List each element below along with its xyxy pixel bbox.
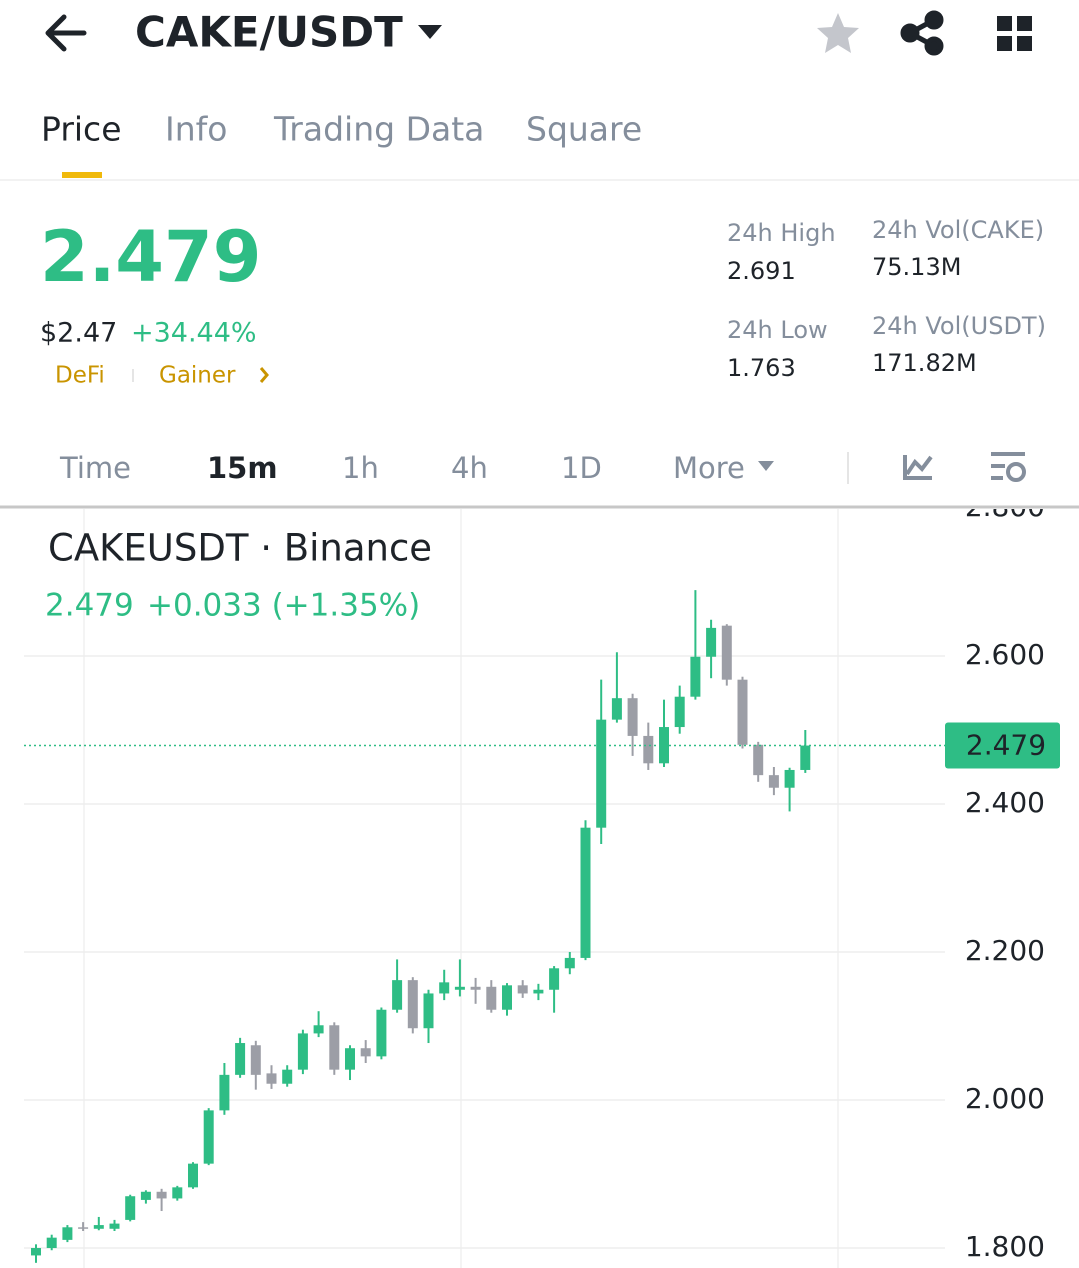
candle-body bbox=[46, 1237, 57, 1249]
candle-body bbox=[376, 1009, 387, 1057]
stat-value: 2.691 bbox=[727, 257, 796, 285]
indicator-button[interactable] bbox=[903, 455, 933, 480]
candle-body bbox=[235, 1043, 246, 1075]
candle-body bbox=[423, 993, 434, 1029]
last-price: 2.479 bbox=[40, 216, 261, 298]
y-tick-label: 2.800 bbox=[965, 490, 1045, 523]
candle-body bbox=[706, 627, 717, 657]
candle-body bbox=[297, 1033, 308, 1070]
candle-body bbox=[313, 1025, 324, 1034]
candle-body bbox=[768, 775, 779, 788]
candle-body bbox=[627, 698, 638, 736]
stat-label: 24h Vol(USDT) bbox=[872, 312, 1046, 340]
candle-body bbox=[282, 1069, 293, 1084]
candle-body bbox=[690, 656, 701, 697]
layout-button[interactable] bbox=[997, 16, 1032, 51]
chart-last: 2.479 bbox=[45, 588, 134, 624]
candle-body bbox=[329, 1025, 340, 1070]
candle-body bbox=[502, 985, 512, 1010]
share-button[interactable] bbox=[900, 10, 944, 56]
candle-body bbox=[784, 769, 795, 788]
interval-active[interactable]: 15m bbox=[207, 451, 278, 485]
last-price-label: 2.479 bbox=[966, 729, 1046, 762]
interval[interactable]: 1D bbox=[561, 451, 602, 485]
interval[interactable]: 4h bbox=[451, 451, 488, 485]
candle-body bbox=[454, 986, 465, 990]
tab[interactable]: Info bbox=[165, 110, 227, 149]
y-tick-label: 1.800 bbox=[965, 1230, 1045, 1263]
price-change: +34.44% bbox=[131, 318, 257, 349]
favorite-star[interactable] bbox=[817, 13, 859, 53]
candle-body bbox=[753, 744, 764, 776]
candle-body bbox=[140, 1191, 151, 1200]
pair-dropdown[interactable] bbox=[418, 25, 442, 39]
tab-indicator bbox=[62, 172, 102, 178]
candle-body bbox=[250, 1045, 261, 1075]
stat-value: 171.82M bbox=[872, 349, 977, 377]
candle-body bbox=[172, 1187, 183, 1199]
tab[interactable]: Trading Data bbox=[273, 110, 484, 149]
candle-body bbox=[360, 1048, 371, 1057]
candle-body bbox=[611, 698, 622, 720]
more-dropdown[interactable] bbox=[758, 461, 774, 471]
candle-body bbox=[93, 1225, 104, 1229]
stat-value: 75.13M bbox=[872, 253, 961, 281]
y-tick-label: 2.000 bbox=[965, 1082, 1045, 1115]
candle-body bbox=[219, 1074, 230, 1111]
candle-body bbox=[486, 986, 497, 1010]
candle-body bbox=[737, 679, 748, 745]
stat-label: 24h Vol(CAKE) bbox=[872, 216, 1044, 244]
back-button[interactable] bbox=[45, 14, 87, 52]
candle-body bbox=[407, 980, 418, 1029]
stat-label: 24h High bbox=[727, 219, 836, 247]
last-price-tag bbox=[945, 722, 1060, 769]
interval[interactable]: 1h bbox=[342, 451, 379, 485]
candle-body bbox=[62, 1227, 73, 1240]
y-tick-label: 2.400 bbox=[965, 786, 1045, 819]
fiat-price: $2.47 bbox=[40, 318, 117, 349]
candle-body bbox=[125, 1196, 136, 1220]
candle-body bbox=[203, 1110, 214, 1164]
candle-body bbox=[156, 1191, 167, 1199]
tag-chevron[interactable] bbox=[259, 367, 269, 383]
candle-body bbox=[721, 625, 732, 680]
candle-body bbox=[533, 989, 544, 994]
candle-body bbox=[345, 1048, 355, 1070]
candle-body bbox=[580, 827, 591, 958]
settings-button[interactable] bbox=[991, 452, 1026, 482]
tag[interactable]: Gainer bbox=[159, 363, 236, 389]
candle-body bbox=[109, 1223, 120, 1229]
candle-body bbox=[188, 1163, 198, 1188]
candle-body bbox=[643, 735, 654, 764]
candle-body bbox=[517, 985, 528, 994]
candle-body bbox=[439, 982, 450, 994]
candle-body bbox=[800, 745, 811, 770]
candle-body bbox=[674, 696, 685, 728]
y-tick-label: 2.600 bbox=[965, 638, 1045, 671]
candle-body bbox=[564, 957, 575, 969]
interval[interactable]: Time bbox=[59, 451, 131, 485]
chart-change: +0.033 (+1.35%) bbox=[147, 588, 420, 624]
chart-title: CAKEUSDT · Binance bbox=[48, 527, 432, 570]
chart: 1.800 2.000 2.200 2.400 2.600 2.800 2.479 bbox=[24, 490, 1060, 1268]
candle-body bbox=[78, 1227, 89, 1229]
candle-body bbox=[596, 719, 607, 828]
tab[interactable]: Square bbox=[526, 110, 642, 149]
y-tick-label: 2.200 bbox=[965, 934, 1045, 967]
candle-body bbox=[470, 986, 481, 990]
pair-title[interactable]: CAKE/USDT bbox=[135, 8, 403, 57]
candle-body bbox=[392, 980, 403, 1010]
stat-label: 24h Low bbox=[727, 316, 828, 344]
candle-body bbox=[549, 968, 560, 990]
stat-value: 1.763 bbox=[727, 354, 796, 382]
candle-body bbox=[31, 1248, 41, 1256]
candle-body bbox=[266, 1073, 277, 1084]
tab-active[interactable]: Price bbox=[41, 110, 122, 149]
tag[interactable]: DeFi bbox=[55, 363, 105, 389]
interval[interactable]: More bbox=[673, 451, 745, 485]
